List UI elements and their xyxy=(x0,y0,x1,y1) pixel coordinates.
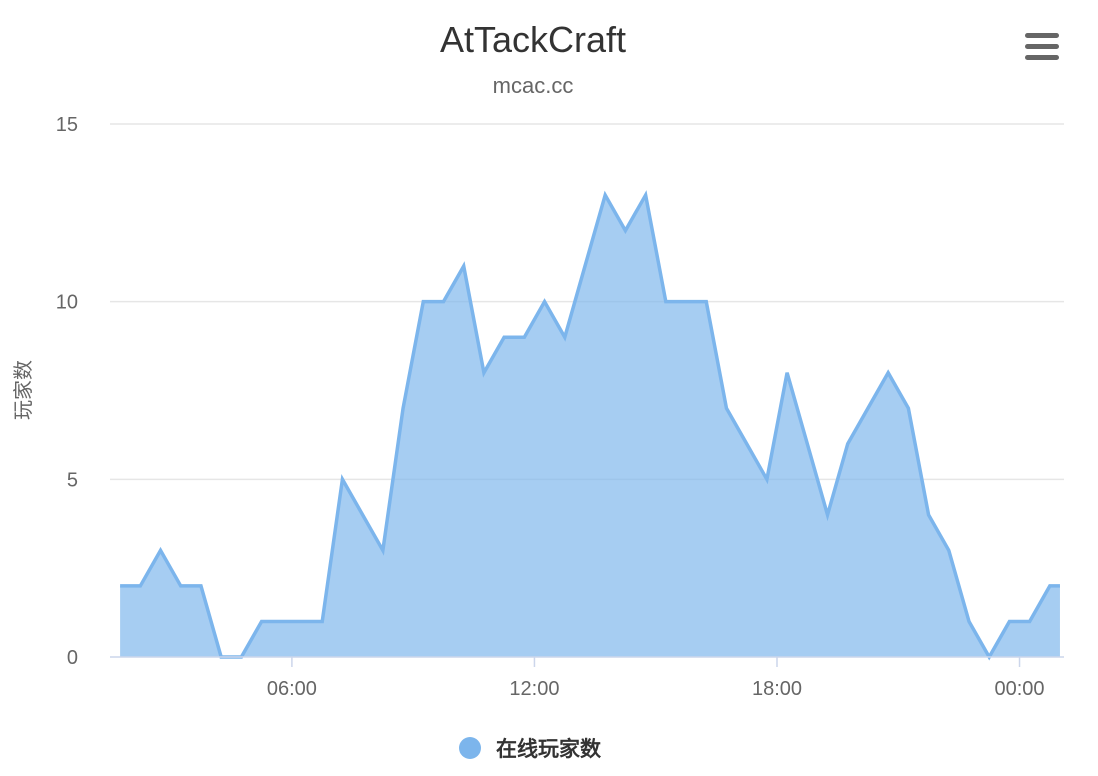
data-point[interactable] xyxy=(458,260,470,272)
data-point[interactable] xyxy=(397,402,409,414)
data-point[interactable] xyxy=(660,296,672,308)
y-tick-label: 10 xyxy=(56,292,78,314)
data-point[interactable] xyxy=(923,509,935,521)
data-point[interactable] xyxy=(640,189,652,201)
y-axis-label: 玩家数 xyxy=(12,360,35,420)
data-point[interactable] xyxy=(902,402,914,414)
data-point[interactable] xyxy=(579,260,591,272)
data-point[interactable] xyxy=(680,296,692,308)
hamburger-menu-button[interactable] xyxy=(1018,28,1064,66)
legend-marker xyxy=(459,737,481,759)
data-point[interactable] xyxy=(539,296,551,308)
data-point[interactable] xyxy=(1003,615,1015,627)
data-point[interactable] xyxy=(963,615,975,627)
x-tick-label: 00:00 xyxy=(995,678,1045,700)
data-point[interactable] xyxy=(761,473,773,485)
data-point[interactable] xyxy=(822,509,834,521)
data-point[interactable] xyxy=(700,296,712,308)
data-point[interactable] xyxy=(357,509,369,521)
data-point[interactable] xyxy=(842,438,854,450)
data-point[interactable] xyxy=(175,580,187,592)
x-axis: 06:00 12:00 18:00 00:00 xyxy=(110,656,1064,700)
data-point[interactable] xyxy=(741,438,753,450)
data-point[interactable] xyxy=(296,615,308,627)
data-point[interactable] xyxy=(417,296,429,308)
y-tick-label: 5 xyxy=(67,469,78,491)
chart-title: AtTackCraft xyxy=(440,19,626,60)
data-point[interactable] xyxy=(720,402,732,414)
data-point[interactable] xyxy=(256,615,268,627)
data-point[interactable] xyxy=(559,331,571,343)
series-line xyxy=(120,190,1060,661)
data-point[interactable] xyxy=(943,544,955,556)
data-point[interactable] xyxy=(882,367,894,379)
data-point[interactable] xyxy=(316,615,328,627)
x-tick-label: 06:00 xyxy=(267,678,317,700)
data-point[interactable] xyxy=(155,544,167,556)
series-layer xyxy=(114,189,1066,661)
data-point[interactable] xyxy=(478,367,490,379)
y-tick-label: 15 xyxy=(56,114,78,136)
hamburger-menu-icon xyxy=(1025,33,1059,60)
data-point[interactable] xyxy=(619,225,631,237)
legend-item[interactable]: 在线玩家数 xyxy=(459,737,602,761)
data-point[interactable] xyxy=(336,473,348,485)
data-point[interactable] xyxy=(1054,580,1066,592)
chart-subtitle: mcac.cc xyxy=(493,73,574,98)
data-point[interactable] xyxy=(377,544,389,556)
y-tick-label: 0 xyxy=(67,647,78,669)
data-point[interactable] xyxy=(599,189,611,201)
data-point[interactable] xyxy=(114,580,126,592)
data-point[interactable] xyxy=(134,580,146,592)
legend-label: 在线玩家数 xyxy=(496,737,602,761)
data-point[interactable] xyxy=(195,580,207,592)
data-point[interactable] xyxy=(498,331,510,343)
x-tick-label: 18:00 xyxy=(752,678,802,700)
x-tick-label: 12:00 xyxy=(509,678,559,700)
y-axis-ticks: 0 5 10 15 xyxy=(56,114,78,669)
data-point[interactable] xyxy=(518,331,530,343)
series-area xyxy=(120,195,1060,658)
data-point[interactable] xyxy=(276,615,288,627)
data-point[interactable] xyxy=(781,367,793,379)
data-point[interactable] xyxy=(801,438,813,450)
data-point[interactable] xyxy=(437,296,449,308)
data-point[interactable] xyxy=(1024,615,1036,627)
data-point[interactable] xyxy=(862,402,874,414)
